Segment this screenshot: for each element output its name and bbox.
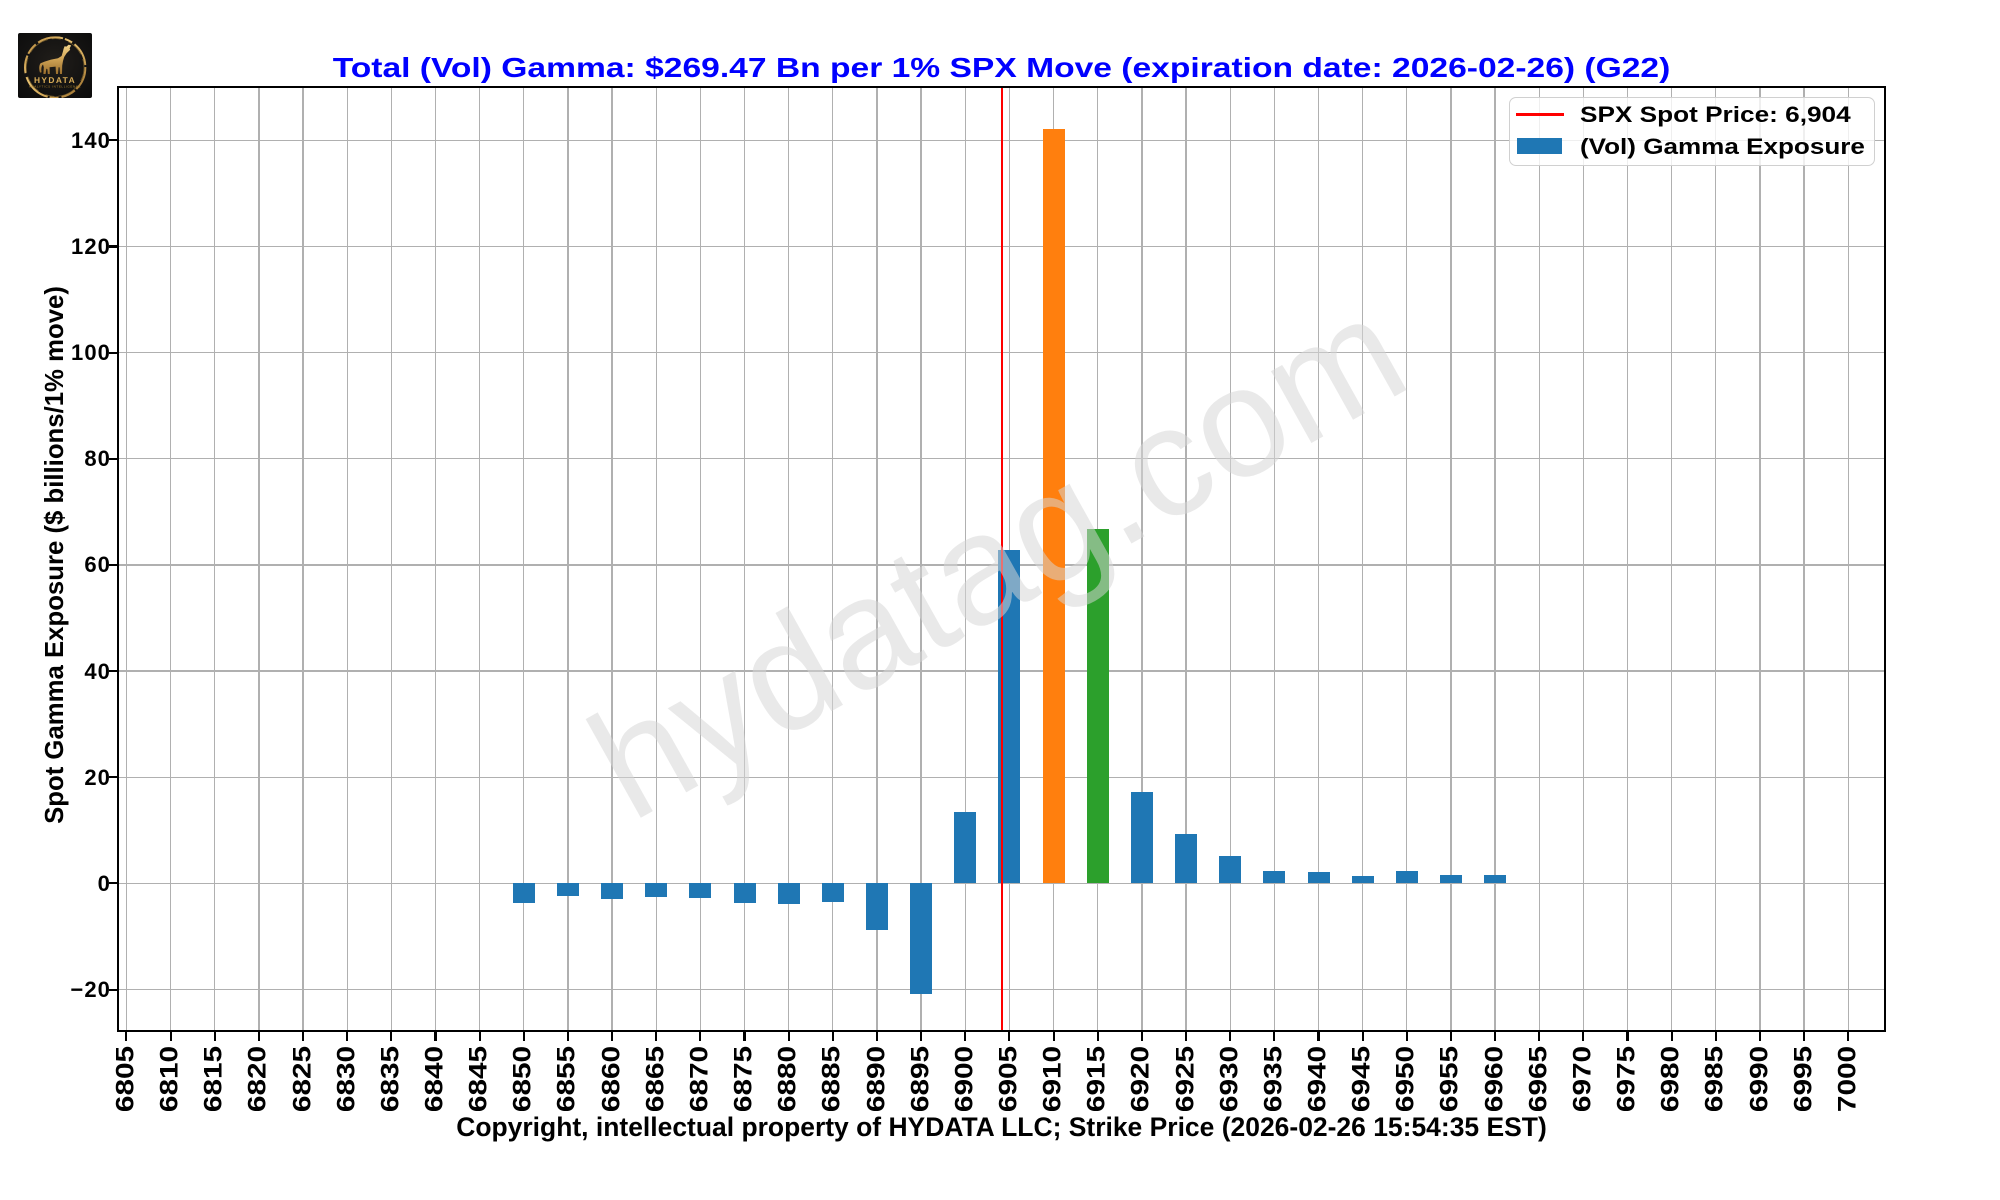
svg-text:HYDATA: HYDATA bbox=[34, 75, 76, 85]
svg-text:ANALYTICS INTELLIGENCE: ANALYTICS INTELLIGENCE bbox=[29, 85, 81, 89]
